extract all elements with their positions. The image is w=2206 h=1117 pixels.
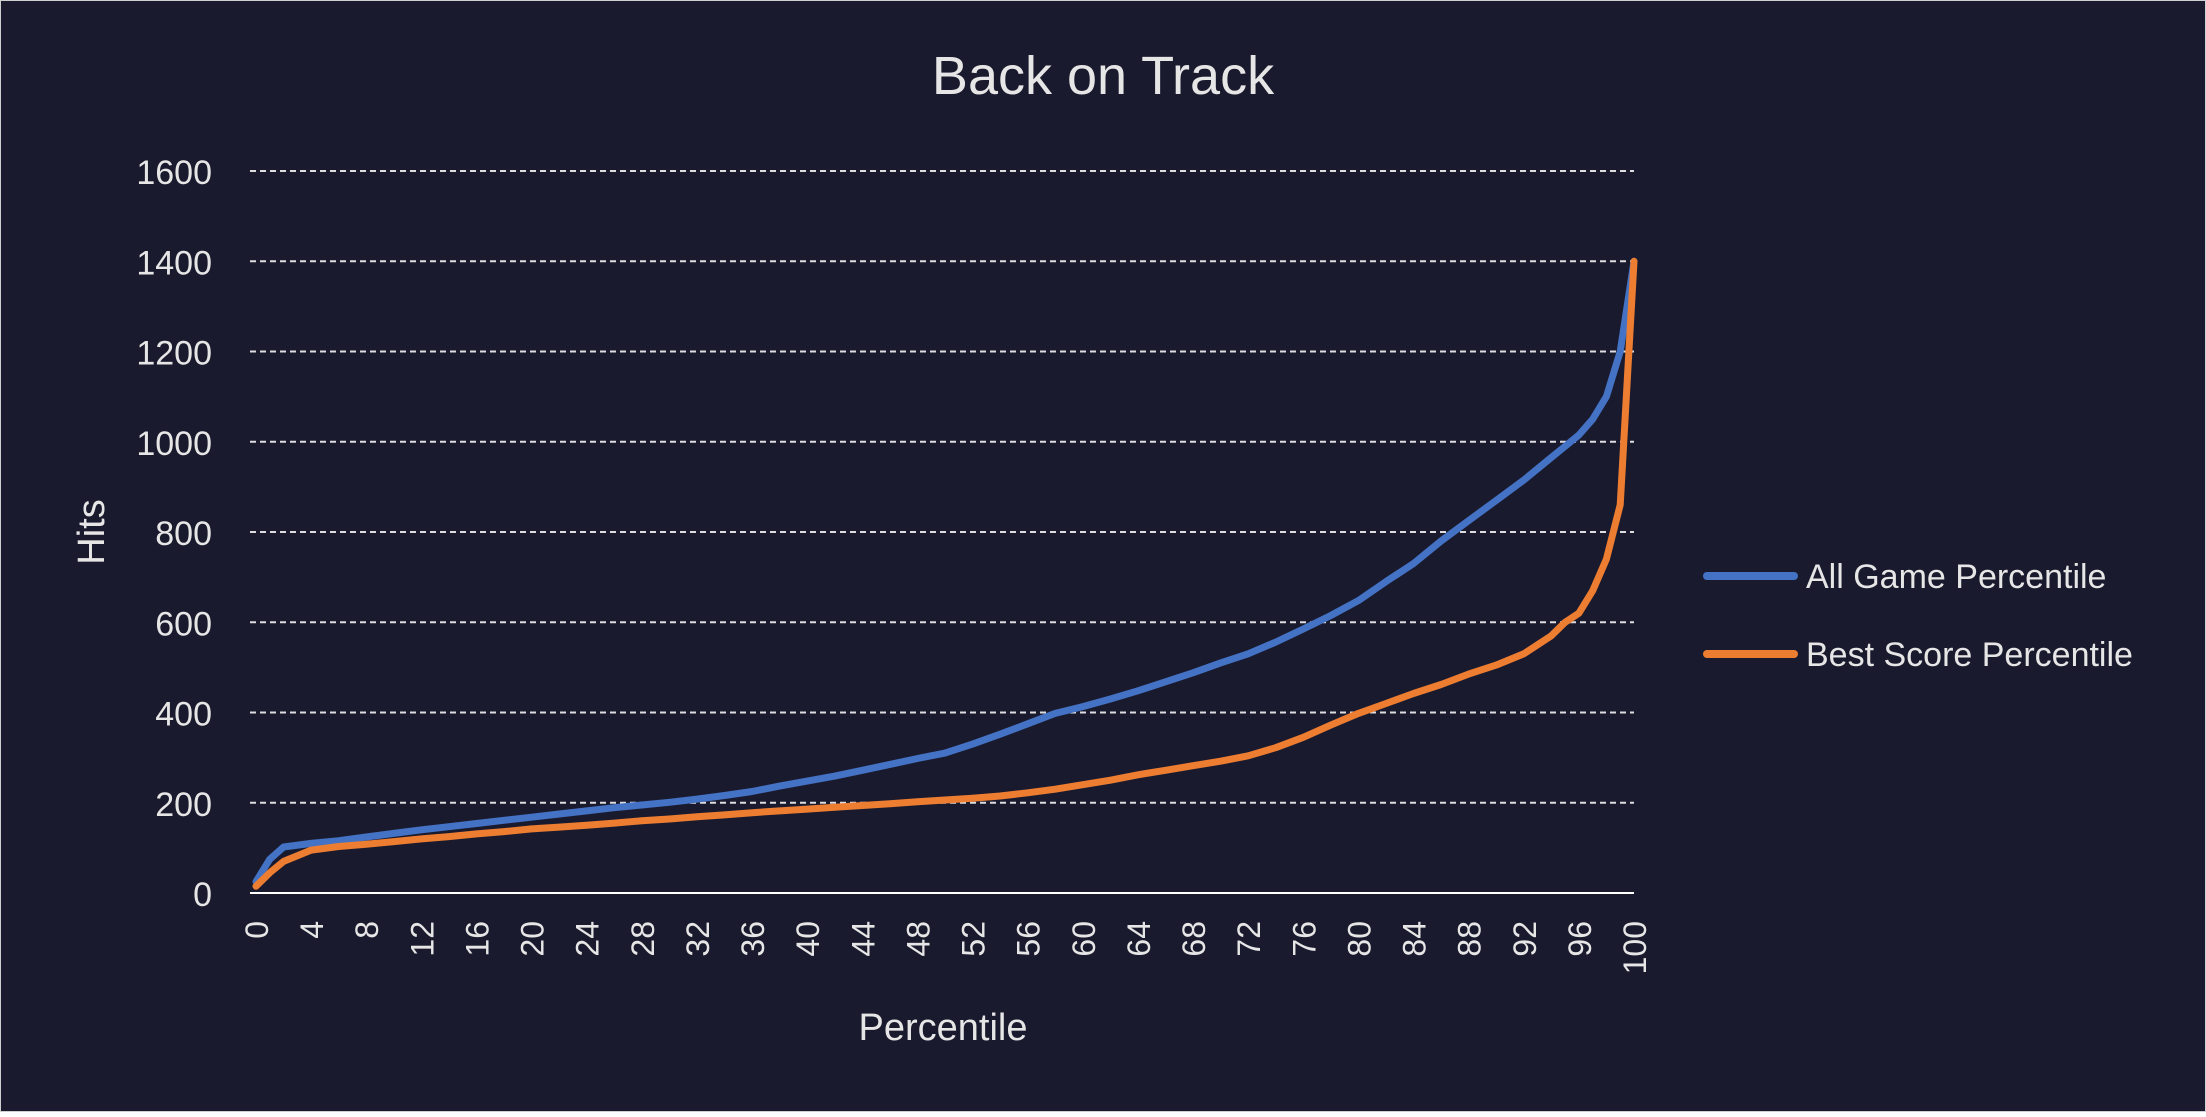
x-tick-label: 84 xyxy=(1397,921,1433,957)
x-tick-label: 32 xyxy=(680,921,716,957)
series-line xyxy=(252,257,1638,886)
y-tick-label: 1400 xyxy=(136,244,212,282)
y-tick-label: 800 xyxy=(155,515,212,553)
y-tick-label: 200 xyxy=(155,786,212,824)
x-tick-label: 96 xyxy=(1562,921,1598,957)
x-tick-label: 48 xyxy=(900,921,936,957)
y-axis-title: Hits xyxy=(71,499,113,564)
x-tick-label: 56 xyxy=(1011,921,1047,957)
chart-title: Back on Track xyxy=(932,46,1275,106)
x-tick-label: 100 xyxy=(1617,921,1653,974)
x-tick-label: 64 xyxy=(1121,921,1157,957)
y-tick-label: 1000 xyxy=(136,425,212,463)
x-tick-label: 28 xyxy=(625,921,661,957)
x-tick-label: 0 xyxy=(239,921,275,939)
x-axis-title: Percentile xyxy=(859,1007,1028,1049)
y-tick-label: 400 xyxy=(155,696,212,734)
legend: All Game Percentile Best Score Percentile xyxy=(1703,558,2133,674)
y-tick-label: 600 xyxy=(155,605,212,643)
x-tick-label: 44 xyxy=(845,921,881,957)
x-tick-label: 20 xyxy=(515,921,551,957)
x-tick-label: 4 xyxy=(294,921,330,939)
y-tick-label: 0 xyxy=(193,876,212,914)
grid-lines xyxy=(250,170,1634,804)
series-lines xyxy=(252,257,1638,890)
x-tick-label: 24 xyxy=(570,921,606,957)
x-tick-label: 40 xyxy=(790,921,826,957)
legend-label: All Game Percentile xyxy=(1806,558,2106,596)
x-tick-label: 36 xyxy=(735,921,771,957)
x-tick-label: 72 xyxy=(1231,921,1267,957)
y-tick-label: 1600 xyxy=(136,154,212,192)
x-tick-label: 80 xyxy=(1341,921,1377,957)
x-tick-label: 52 xyxy=(956,921,992,957)
x-tick-label: 68 xyxy=(1176,921,1212,957)
x-tick-label: 12 xyxy=(404,921,440,957)
x-tick-label: 88 xyxy=(1452,921,1488,957)
x-tick-label: 92 xyxy=(1507,921,1543,957)
x-tick-label: 8 xyxy=(349,921,385,939)
y-tick-label: 1200 xyxy=(136,335,212,373)
series-line xyxy=(252,257,1638,890)
legend-label: Best Score Percentile xyxy=(1806,636,2133,674)
x-tick-label: 16 xyxy=(459,921,495,957)
x-tick-label: 76 xyxy=(1286,921,1322,957)
x-tick-label: 60 xyxy=(1066,921,1102,957)
